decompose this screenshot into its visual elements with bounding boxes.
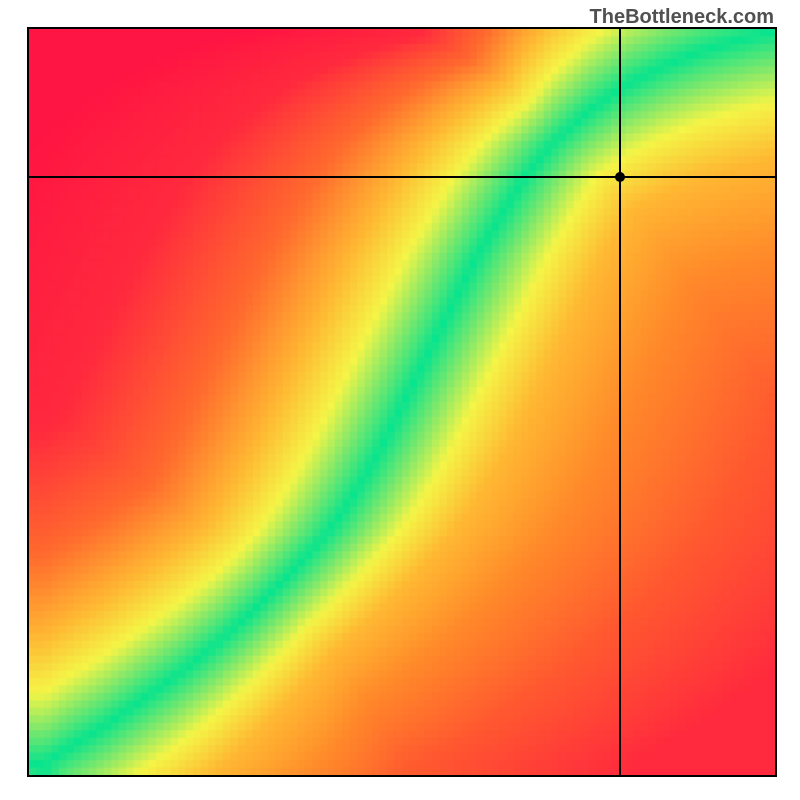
crosshair-horizontal xyxy=(29,176,775,178)
heatmap-canvas xyxy=(29,29,775,775)
crosshair-vertical xyxy=(619,29,621,775)
bottleneck-heatmap-chart xyxy=(27,27,777,777)
watermark-text: TheBottleneck.com xyxy=(590,6,774,29)
crosshair-marker xyxy=(615,172,625,182)
